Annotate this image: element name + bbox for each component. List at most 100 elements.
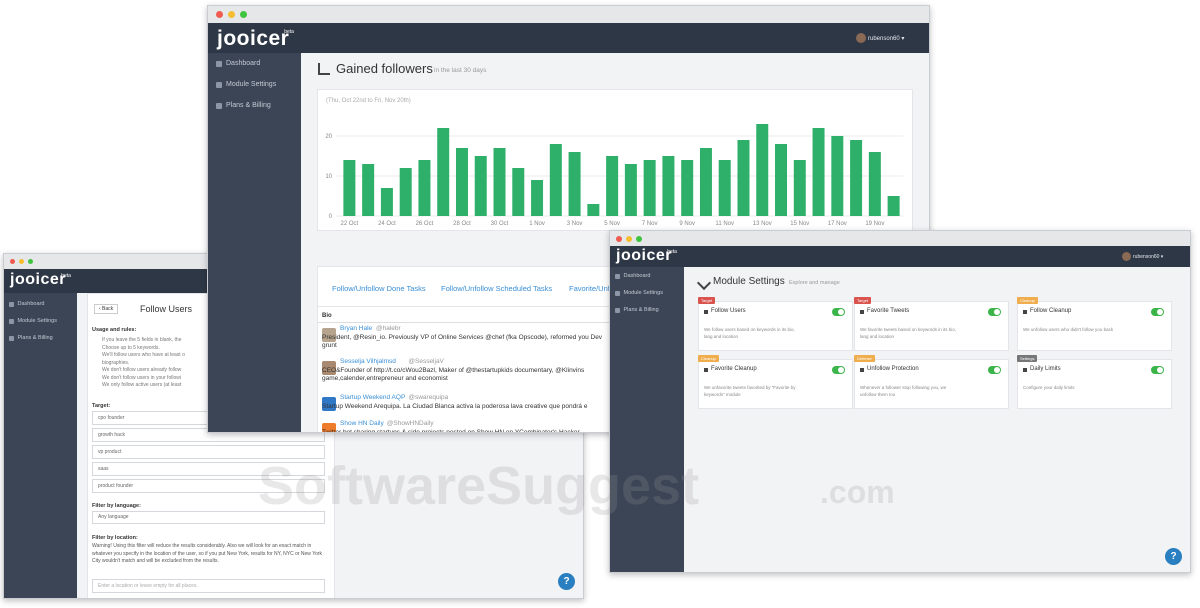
bar xyxy=(587,204,600,216)
section-icon xyxy=(318,63,330,75)
rule-item: If you leave the 5 fields in blank, the xyxy=(102,337,182,343)
watermark: SoftwareSuggest xyxy=(258,456,700,516)
x-tick-label: 13 Nov xyxy=(753,221,772,227)
bar xyxy=(699,148,712,216)
bar xyxy=(474,156,487,216)
user-bio: Twitter bot sharing startups & side proj… xyxy=(322,429,580,433)
sidebar-item: Dashboard xyxy=(226,60,261,67)
module-tag: Settings xyxy=(1017,355,1038,362)
user-menu: rubenson60 xyxy=(1133,254,1163,260)
module-toggle[interactable] xyxy=(832,366,845,374)
x-tick-label: 28 Oct xyxy=(453,221,471,227)
bar xyxy=(812,128,825,216)
module-icon xyxy=(1023,310,1027,314)
module-toggle[interactable] xyxy=(988,366,1001,374)
bar xyxy=(606,156,619,216)
x-tick-label: 22 Oct xyxy=(341,221,359,227)
title-bar xyxy=(610,231,1190,246)
module-toggle[interactable] xyxy=(988,308,1001,316)
user-bio: CEO&Founder of http://t.co/cWou2Bazl, Ma… xyxy=(322,367,585,382)
tab: Favorite/Unf xyxy=(569,284,610,293)
window-dot xyxy=(626,235,632,242)
module-tag: Cleanup xyxy=(698,355,719,362)
bar xyxy=(718,160,731,216)
bar xyxy=(643,160,656,216)
sidebar-icon xyxy=(615,274,620,279)
x-tick-label: 26 Oct xyxy=(416,221,434,227)
sidebar: Dashboard Module Settings Plans & Billing xyxy=(4,293,77,598)
user-bio: President, @Resin_io. Previously VP of O… xyxy=(322,334,603,349)
bar xyxy=(887,196,900,216)
module-toggle[interactable] xyxy=(1151,308,1164,316)
module-icon xyxy=(860,310,864,314)
user-bio: Startup Weekend Arequipa. La Ciudad Blan… xyxy=(322,403,588,410)
location-warning: Warning! Using this filter will reduce t… xyxy=(92,543,323,564)
x-tick-label: 15 Nov xyxy=(790,221,809,227)
avatar xyxy=(856,33,866,43)
section-subtitle: Explore and manage xyxy=(789,280,840,286)
sidebar: Dashboard Module Settings Plans & Billing xyxy=(208,53,301,432)
y-tick-label: 20 xyxy=(325,134,332,140)
module-toggle[interactable] xyxy=(1151,366,1164,374)
sidebar-icon xyxy=(216,103,222,109)
window-dot xyxy=(636,235,642,242)
logo: jooicer xyxy=(217,27,290,50)
window-dot xyxy=(216,11,223,18)
rule-item: We don't follow users already follow xyxy=(102,367,182,373)
x-tick-label: 24 Oct xyxy=(378,221,396,227)
tab: Follow/Unfollow Done Tasks xyxy=(332,284,426,293)
table-header: Bio xyxy=(322,313,332,319)
sidebar-icon xyxy=(9,319,14,324)
module-title: Follow Users xyxy=(711,308,746,314)
module-title: Follow Cleanup xyxy=(1030,308,1072,314)
sidebar-icon xyxy=(615,308,620,313)
module-card: Cleanup Favorite Cleanup We unfavorite twe… xyxy=(698,355,853,409)
user-name: Show HN Daily xyxy=(340,420,384,427)
help-button: ? xyxy=(1165,548,1182,565)
sidebar-icon xyxy=(615,291,620,296)
window-dot xyxy=(10,259,15,264)
rule-item: We'll follow users who have at least o xyxy=(102,352,185,358)
module-title: Unfollow Protection xyxy=(867,366,919,372)
window-dot xyxy=(616,235,622,242)
usage-title: Usage and rules: xyxy=(92,327,137,333)
bar xyxy=(512,168,525,216)
navbar: jooicer beta rubenson60 xyxy=(610,246,1190,267)
x-tick-label: 19 Nov xyxy=(865,221,884,227)
logo-badge: beta xyxy=(61,273,71,279)
avatar xyxy=(322,361,336,375)
section-subtitle: in the last 30 days xyxy=(434,67,487,74)
sidebar-item: Plans & Billing xyxy=(623,307,659,313)
avatar xyxy=(322,328,336,342)
bar-chart: 0 10 20 22 Oct 24 Oct 26 Oct 28 Oct 30 Oct 1 Nov… xyxy=(325,124,903,227)
module-description: We favorite tweets based on keywords in … xyxy=(860,327,956,339)
module-card: Target Follow Users We follow users based … xyxy=(698,297,853,351)
x-tick-label: 11 Nov xyxy=(715,221,734,227)
y-tick-label: 10 xyxy=(325,174,332,180)
module-card: Cleanup Follow Cleanup We unfollow users w… xyxy=(1017,297,1172,351)
module-toggle[interactable] xyxy=(832,308,845,316)
language-select: Any language xyxy=(92,511,325,524)
module-icon xyxy=(860,368,864,372)
bar xyxy=(455,148,468,216)
logo-badge: beta xyxy=(284,29,294,35)
sidebar-icon xyxy=(9,336,14,341)
module-description: We follow users based on keywords in its… xyxy=(704,327,795,339)
target-label: Target: xyxy=(92,403,111,409)
window-dot xyxy=(28,259,33,264)
sidebar-icon xyxy=(216,82,222,88)
bar xyxy=(568,152,581,216)
window-dot xyxy=(228,11,235,18)
bar xyxy=(549,144,562,216)
bar xyxy=(437,128,450,216)
module-description: Configure your daily limits xyxy=(1023,385,1075,390)
window-dot xyxy=(19,259,24,264)
module-description: We unfollow users who didn't follow you … xyxy=(1023,327,1114,332)
bar xyxy=(362,164,375,216)
module-tag: Target xyxy=(698,297,716,304)
bar xyxy=(868,152,881,216)
module-title: Favorite Cleanup xyxy=(711,366,757,372)
sidebar-item: Plans & Billing xyxy=(17,335,53,341)
